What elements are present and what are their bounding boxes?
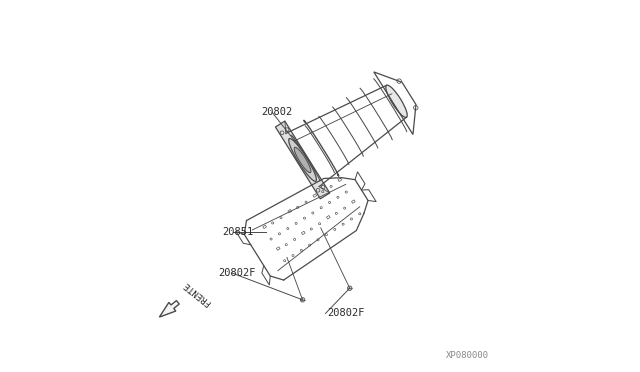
Bar [276, 247, 280, 250]
Bar [351, 200, 355, 203]
Ellipse shape [294, 147, 311, 173]
Circle shape [348, 286, 352, 291]
Text: 20851: 20851 [222, 227, 253, 237]
Ellipse shape [386, 85, 407, 118]
Text: XP080000: XP080000 [446, 351, 489, 360]
Polygon shape [275, 121, 330, 199]
Text: 20802F: 20802F [328, 308, 365, 318]
Ellipse shape [289, 138, 316, 182]
Bar [288, 209, 292, 213]
Bar [326, 215, 330, 219]
Text: FRENTE: FRENTE [182, 279, 212, 307]
Text: 20802F: 20802F [218, 268, 256, 278]
Bar [263, 225, 266, 228]
Polygon shape [159, 301, 179, 317]
Bar [313, 194, 317, 197]
Bar [301, 231, 305, 235]
Bar [338, 178, 342, 182]
Circle shape [300, 298, 305, 302]
Text: 20802: 20802 [261, 107, 292, 117]
